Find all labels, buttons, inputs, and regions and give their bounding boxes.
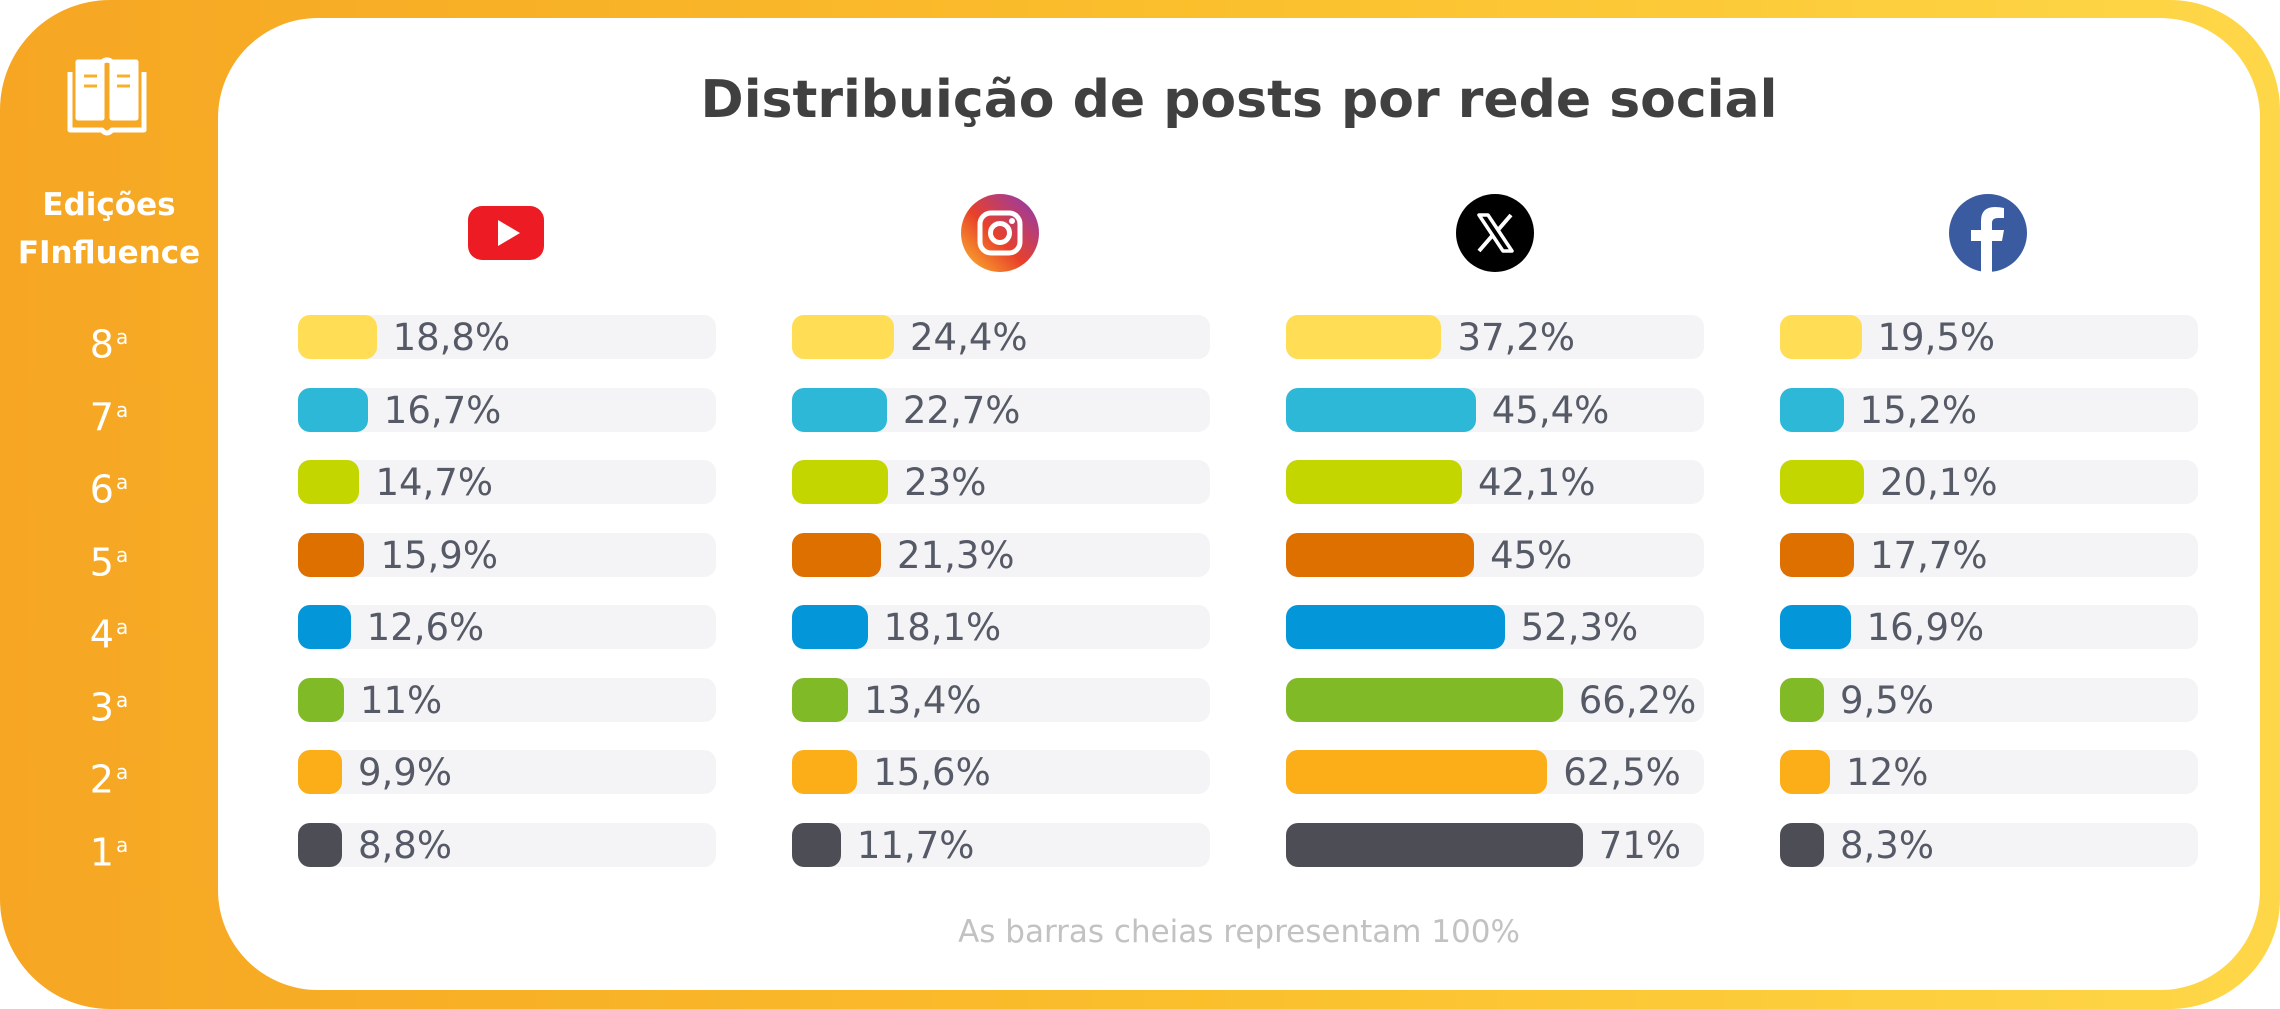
bar-instagram-5ª bbox=[792, 532, 882, 577]
bar-track bbox=[298, 460, 716, 504]
value-label: 66,2% bbox=[1578, 678, 1697, 722]
bar-instagram-8ª bbox=[792, 315, 894, 359]
value-label: 15,6% bbox=[873, 751, 991, 794]
chart-title: Distribuição de posts por rede social bbox=[700, 70, 1778, 130]
bar-facebook-5ª bbox=[1780, 532, 1854, 577]
bar-x-5ª bbox=[1286, 532, 1475, 577]
bar-track bbox=[1780, 750, 2198, 794]
bar-instagram-3ª bbox=[792, 677, 848, 722]
value-label: 15,9% bbox=[380, 533, 498, 577]
value-label: 17,7% bbox=[1869, 533, 1988, 577]
bar-track bbox=[1780, 387, 2198, 432]
bar-instagram-2ª bbox=[792, 750, 858, 794]
bar-facebook-8ª bbox=[1780, 315, 1862, 359]
bar-youtube-2ª bbox=[298, 750, 342, 794]
value-label: 62,5% bbox=[1563, 751, 1681, 794]
value-label: 45% bbox=[1490, 533, 1573, 577]
bar-x-6ª bbox=[1286, 460, 1462, 504]
value-label: 14,7% bbox=[375, 461, 493, 504]
sidebar-title: Edições bbox=[42, 187, 176, 223]
bar-track bbox=[792, 677, 1210, 722]
value-label: 11% bbox=[359, 678, 443, 722]
bar-youtube-1ª bbox=[298, 822, 342, 867]
bar-x-1ª bbox=[1286, 822, 1583, 867]
bar-instagram-7ª bbox=[792, 387, 887, 432]
value-label: 52,3% bbox=[1520, 606, 1639, 649]
value-label: 13,4% bbox=[864, 678, 982, 722]
value-label: 45,4% bbox=[1491, 388, 1610, 432]
facebook-icon bbox=[1949, 194, 2027, 273]
value-label: 8,8% bbox=[358, 823, 452, 867]
bar-track bbox=[298, 605, 716, 649]
bar-facebook-1ª bbox=[1780, 822, 1824, 867]
value-label: 11,7% bbox=[856, 823, 975, 867]
bar-track bbox=[1780, 822, 2198, 867]
value-label: 12% bbox=[1846, 751, 1929, 794]
bar-track bbox=[298, 750, 716, 794]
value-label: 21,3% bbox=[897, 533, 1015, 577]
bar-track bbox=[298, 677, 716, 722]
open-book-icon bbox=[67, 57, 147, 136]
value-label: 8,3% bbox=[1840, 823, 1934, 867]
bar-x-4ª bbox=[1286, 605, 1505, 649]
bar-facebook-2ª bbox=[1780, 750, 1831, 794]
value-label: 24,4% bbox=[909, 316, 1028, 359]
bar-track bbox=[298, 822, 716, 867]
value-label: 71% bbox=[1598, 823, 1682, 867]
value-label: 18,1% bbox=[883, 606, 1002, 649]
value-label: 19,5% bbox=[1877, 316, 1996, 359]
bar-youtube-7ª bbox=[298, 387, 368, 432]
bar-track bbox=[298, 532, 716, 577]
bar-x-7ª bbox=[1286, 387, 1476, 432]
x-icon bbox=[1456, 194, 1534, 272]
youtube-icon bbox=[468, 206, 544, 260]
instagram-icon bbox=[961, 194, 1039, 272]
bar-x-2ª bbox=[1286, 750, 1548, 794]
bar-facebook-6ª bbox=[1780, 460, 1865, 504]
value-label: 18,8% bbox=[392, 316, 511, 359]
bar-youtube-5ª bbox=[298, 532, 365, 577]
bar-youtube-6ª bbox=[298, 460, 360, 504]
value-label: 23% bbox=[904, 461, 987, 504]
value-label: 20,1% bbox=[1880, 461, 1998, 504]
bar-instagram-4ª bbox=[792, 605, 868, 649]
bar-youtube-8ª bbox=[298, 315, 377, 359]
sidebar-subtitle: FInfluence bbox=[17, 235, 201, 271]
value-label: 9,5% bbox=[1840, 678, 1934, 722]
bar-track bbox=[792, 750, 1210, 794]
value-label: 22,7% bbox=[902, 388, 1021, 432]
value-label: 12,6% bbox=[366, 606, 485, 649]
value-label: 42,1% bbox=[1477, 461, 1596, 504]
bar-track bbox=[1780, 677, 2198, 722]
bar-x-8ª bbox=[1286, 315, 1442, 359]
bar-facebook-7ª bbox=[1780, 387, 1844, 432]
chart-footnote: As barras cheias representam 100% bbox=[958, 914, 1520, 950]
bar-track bbox=[792, 822, 1210, 867]
bar-instagram-6ª bbox=[792, 460, 889, 504]
value-label: 16,7% bbox=[383, 388, 502, 432]
value-label: 15,2% bbox=[1859, 388, 1978, 432]
bar-facebook-4ª bbox=[1780, 605, 1851, 649]
value-label: 16,9% bbox=[1866, 606, 1985, 649]
bar-facebook-3ª bbox=[1780, 677, 1824, 722]
bar-x-3ª bbox=[1286, 677, 1563, 722]
value-label: 9,9% bbox=[358, 751, 452, 794]
value-label: 37,2% bbox=[1457, 316, 1576, 359]
bar-youtube-3ª bbox=[298, 677, 344, 722]
bar-instagram-1ª bbox=[792, 822, 841, 867]
bar-youtube-4ª bbox=[298, 605, 351, 649]
